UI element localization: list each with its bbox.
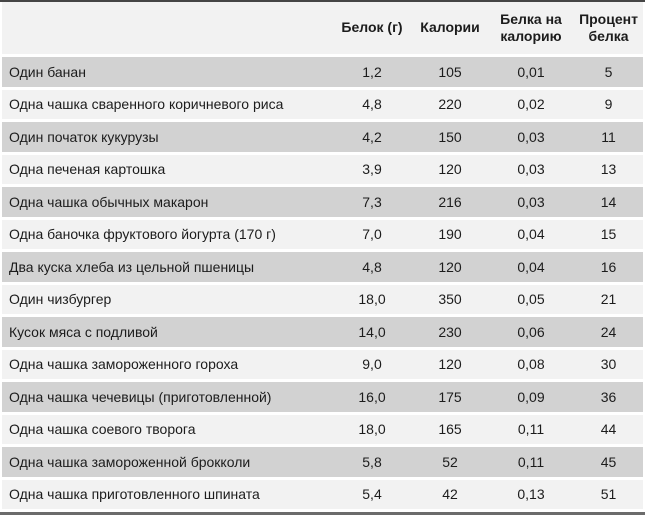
protein-g-value: 9,0 — [332, 348, 412, 382]
food-name: Одна чашка обычных макарон — [2, 185, 332, 220]
table-row: Одна чашка чечевицы (приготовленной) 16,… — [2, 380, 643, 415]
protein-percent-value: 36 — [574, 380, 643, 415]
protein-g-value: 7,3 — [332, 185, 412, 220]
protein-g-value: 5,4 — [332, 478, 412, 512]
protein-g-value: 4,8 — [332, 250, 412, 285]
protein-per-cal-value: 0,02 — [488, 88, 574, 122]
protein-percent-value: 13 — [574, 153, 643, 187]
calories-value: 105 — [412, 55, 488, 90]
calories-value: 165 — [412, 413, 488, 447]
header-protein-percent: Процент белка — [574, 2, 643, 57]
calories-value: 216 — [412, 185, 488, 220]
protein-per-cal-value: 0,09 — [488, 380, 574, 415]
table-row: Один початок кукурузы 4,2 150 0,03 11 — [2, 120, 643, 155]
table-row: Один банан 1,2 105 0,01 5 — [2, 55, 643, 90]
food-name: Одна чашка приготовленного шпината — [2, 478, 332, 512]
protein-per-cal-value: 0,13 — [488, 478, 574, 512]
protein-per-cal-value: 0,05 — [488, 283, 574, 317]
food-name: Кусок мяса с подливой — [2, 315, 332, 350]
food-name: Одна чашка замороженной брокколи — [2, 445, 332, 480]
table-row: Два куска хлеба из цельной пшеницы 4,8 1… — [2, 250, 643, 285]
food-name: Один банан — [2, 55, 332, 90]
protein-g-value: 1,2 — [332, 55, 412, 90]
table-row: Одна чашка обычных макарон 7,3 216 0,03 … — [2, 185, 643, 220]
calories-value: 120 — [412, 348, 488, 382]
protein-percent-value: 30 — [574, 348, 643, 382]
calories-value: 350 — [412, 283, 488, 317]
food-name: Одна чашка чечевицы (приготовленной) — [2, 380, 332, 415]
protein-percent-value: 44 — [574, 413, 643, 447]
protein-per-cal-value: 0,11 — [488, 445, 574, 480]
protein-percent-value: 11 — [574, 120, 643, 155]
protein-percent-value: 5 — [574, 55, 643, 90]
protein-g-value: 3,9 — [332, 153, 412, 187]
protein-g-value: 16,0 — [332, 380, 412, 415]
calories-value: 150 — [412, 120, 488, 155]
calories-value: 120 — [412, 250, 488, 285]
protein-g-value: 14,0 — [332, 315, 412, 350]
calories-value: 52 — [412, 445, 488, 480]
header-protein-per-cal: Белка на калорию — [488, 2, 574, 57]
food-name: Одна чашка соевого творога — [2, 413, 332, 447]
table-header: Белок (г) Калории Белка на калорию Проце… — [2, 2, 643, 57]
food-name: Одна печеная картошка — [2, 153, 332, 187]
protein-g-value: 4,2 — [332, 120, 412, 155]
protein-per-cal-value: 0,01 — [488, 55, 574, 90]
calories-value: 230 — [412, 315, 488, 350]
protein-percent-value: 16 — [574, 250, 643, 285]
food-name: Один початок кукурузы — [2, 120, 332, 155]
protein-percent-value: 9 — [574, 88, 643, 122]
food-name: Одна чашка сваренного коричневого риса — [2, 88, 332, 122]
table-body: Один банан 1,2 105 0,01 5 Одна чашка сва… — [2, 55, 643, 512]
calories-value: 190 — [412, 218, 488, 252]
table-row: Один чизбургер 18,0 350 0,05 21 — [2, 283, 643, 317]
calories-value: 220 — [412, 88, 488, 122]
food-name: Одна чашка замороженного гороха — [2, 348, 332, 382]
protein-percent-value: 51 — [574, 478, 643, 512]
calories-value: 42 — [412, 478, 488, 512]
food-name: Два куска хлеба из цельной пшеницы — [2, 250, 332, 285]
protein-g-value: 5,8 — [332, 445, 412, 480]
protein-percent-value: 24 — [574, 315, 643, 350]
protein-percent-value: 45 — [574, 445, 643, 480]
protein-per-cal-value: 0,04 — [488, 250, 574, 285]
table-row: Одна печеная картошка 3,9 120 0,03 13 — [2, 153, 643, 187]
table-row: Одна чашка приготовленного шпината 5,4 4… — [2, 478, 643, 512]
header-protein-g: Белок (г) — [332, 2, 412, 57]
protein-g-value: 18,0 — [332, 283, 412, 317]
header-calories: Калории — [412, 2, 488, 57]
header-food — [2, 2, 332, 57]
protein-percent-value: 14 — [574, 185, 643, 220]
table-row: Одна чашка сваренного коричневого риса 4… — [2, 88, 643, 122]
header-row: Белок (г) Калории Белка на калорию Проце… — [2, 2, 643, 57]
protein-g-value: 18,0 — [332, 413, 412, 447]
food-name: Один чизбургер — [2, 283, 332, 317]
protein-percent-value: 21 — [574, 283, 643, 317]
food-name: Одна баночка фруктового йогурта (170 г) — [2, 218, 332, 252]
protein-per-cal-value: 0,03 — [488, 153, 574, 187]
table-row: Одна баночка фруктового йогурта (170 г) … — [2, 218, 643, 252]
table-row: Кусок мяса с подливой 14,0 230 0,06 24 — [2, 315, 643, 350]
calories-value: 175 — [412, 380, 488, 415]
protein-per-cal-value: 0,08 — [488, 348, 574, 382]
protein-per-cal-value: 0,11 — [488, 413, 574, 447]
protein-per-cal-value: 0,06 — [488, 315, 574, 350]
table-row: Одна чашка соевого творога 18,0 165 0,11… — [2, 413, 643, 447]
calories-value: 120 — [412, 153, 488, 187]
protein-percent-value: 15 — [574, 218, 643, 252]
protein-per-cal-value: 0,04 — [488, 218, 574, 252]
protein-per-cal-value: 0,03 — [488, 185, 574, 220]
table-row: Одна чашка замороженного гороха 9,0 120 … — [2, 348, 643, 382]
protein-g-value: 4,8 — [332, 88, 412, 122]
protein-per-cal-value: 0,03 — [488, 120, 574, 155]
protein-g-value: 7,0 — [332, 218, 412, 252]
table-row: Одна чашка замороженной брокколи 5,8 52 … — [2, 445, 643, 480]
